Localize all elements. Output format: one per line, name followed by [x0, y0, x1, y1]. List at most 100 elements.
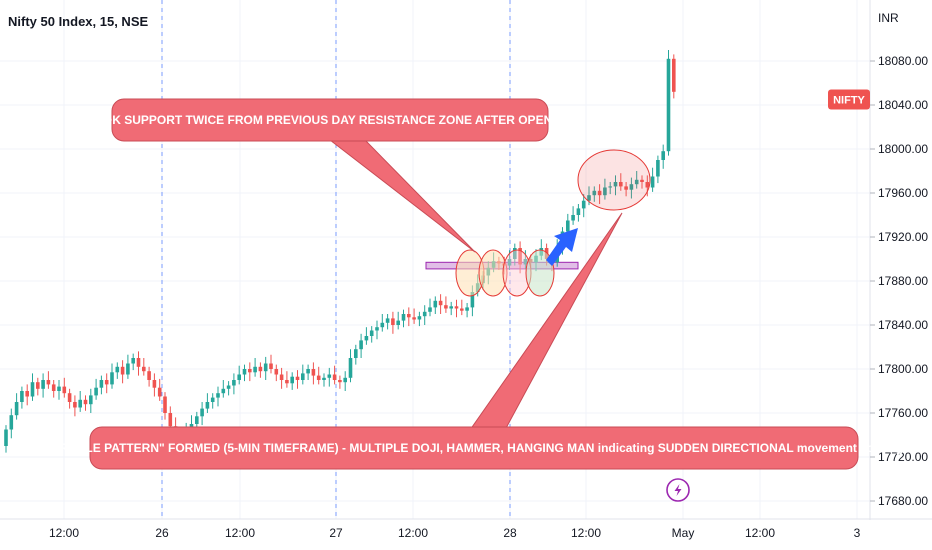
candle-body [104, 380, 109, 385]
candle-body [41, 380, 45, 389]
candle-body [306, 369, 310, 374]
candle-body [285, 380, 289, 384]
x-tick-label: 27 [329, 526, 343, 540]
y-tick-label: 17680.00 [878, 494, 928, 508]
candle-body [354, 349, 358, 358]
candle-body [258, 366, 263, 372]
candle-body [94, 387, 98, 396]
candle-body [465, 307, 469, 311]
price-axis-ticks[interactable]: 18080.00 18040.00 18000.00 17960.00 17920.00… [870, 54, 928, 508]
candle-body [391, 318, 395, 325]
candle-body [433, 300, 438, 308]
candle-body [597, 190, 602, 196]
candle-body [428, 307, 432, 312]
candle-body [142, 366, 146, 372]
candle-body [131, 358, 135, 364]
candle-body [656, 160, 660, 177]
candle-body [232, 380, 236, 386]
candle-body [571, 215, 575, 221]
candle-body [587, 195, 591, 201]
bottom-callout-box [89, 426, 859, 470]
nifty-price-badge[interactable]: NIFTY [828, 89, 870, 110]
candle-body [168, 413, 173, 427]
annotation-layer [455, 149, 651, 297]
candle-body [454, 306, 459, 309]
candle-body [51, 384, 56, 391]
candle-body [99, 380, 104, 388]
top-callout-text: TOOK SUPPORT TWICE FROM PREVIOUS DAY RES… [86, 113, 573, 127]
y-tick-label: 17800.00 [878, 362, 928, 376]
candle-body [566, 220, 570, 232]
candle-body [385, 318, 390, 323]
x-tick-label: May [672, 526, 695, 540]
candle-body [518, 248, 522, 265]
candle-body [396, 320, 400, 325]
candle-body [666, 58, 671, 152]
top-callout[interactable]: TOOK SUPPORT TWICE FROM PREVIOUS DAY RES… [86, 98, 574, 253]
candle-body [205, 402, 210, 409]
candle-body [263, 363, 268, 372]
candle-body [613, 182, 618, 187]
candle-body [242, 369, 247, 375]
candle-body [380, 322, 385, 328]
candle-body [417, 316, 422, 320]
x-tick-label: 12:00 [225, 526, 255, 540]
x-tick-label: 12:00 [745, 526, 775, 540]
candle-body [126, 363, 130, 375]
y-tick-label: 18080.00 [878, 54, 928, 68]
x-tick-label: 12:00 [398, 526, 428, 540]
candle-body [152, 380, 157, 388]
candle-body [279, 374, 284, 380]
candle-body [36, 382, 40, 389]
candle-body [369, 330, 374, 336]
candle-body [57, 386, 61, 391]
candle-body [619, 182, 623, 187]
candle-body [248, 369, 252, 373]
y-tick-label: 17920.00 [878, 230, 928, 244]
candle-body [78, 399, 82, 408]
candle-body [226, 385, 231, 389]
x-tick-label: 12:00 [571, 526, 601, 540]
candle-body [210, 397, 215, 402]
candle-body [46, 380, 51, 385]
candle-body [30, 382, 35, 397]
lightning-icon[interactable] [666, 478, 690, 502]
candle-body [115, 366, 120, 373]
candle-body [407, 314, 411, 318]
candle-body [327, 374, 332, 378]
candle-body [592, 190, 597, 196]
candle-body [136, 358, 141, 367]
candle-body [444, 305, 448, 309]
candle-body [62, 386, 67, 394]
nifty-badge-label: NIFTY [833, 95, 865, 107]
bottom-callout[interactable]: "CRADLE PATTERN" FORMED (5-MIN TIMEFRAME… [45, 212, 903, 470]
candle-body [576, 208, 581, 215]
candle-body [83, 399, 88, 405]
y-tick-label: 17840.00 [878, 318, 928, 332]
candle-body [661, 151, 665, 160]
time-axis-ticks[interactable]: 12:00 26 12:00 27 12:00 28 12:00 May 12:00 3 [49, 526, 861, 540]
candle-body [470, 292, 475, 308]
highlight-circle [525, 249, 555, 297]
candle-body [624, 186, 628, 190]
candle-body [73, 402, 77, 408]
candle-body [163, 396, 167, 413]
candle-body [634, 179, 639, 185]
candle-body [359, 340, 363, 350]
candle-body [237, 374, 241, 380]
candle-body [269, 363, 273, 369]
candle-body [608, 186, 612, 188]
price-axis-unit: INR [878, 11, 899, 25]
candle-body [513, 248, 517, 259]
y-tick-label: 17760.00 [878, 406, 928, 420]
candle-body [14, 402, 19, 416]
y-tick-label: 17880.00 [878, 274, 928, 288]
candle-body [401, 314, 406, 321]
candle-body [25, 391, 29, 397]
blue-up-arrow-icon [546, 228, 578, 266]
y-tick-label: 18000.00 [878, 142, 928, 156]
candle-body [195, 416, 199, 424]
candle-body [322, 377, 326, 380]
candle-body [523, 259, 528, 265]
candle-body [67, 393, 72, 402]
